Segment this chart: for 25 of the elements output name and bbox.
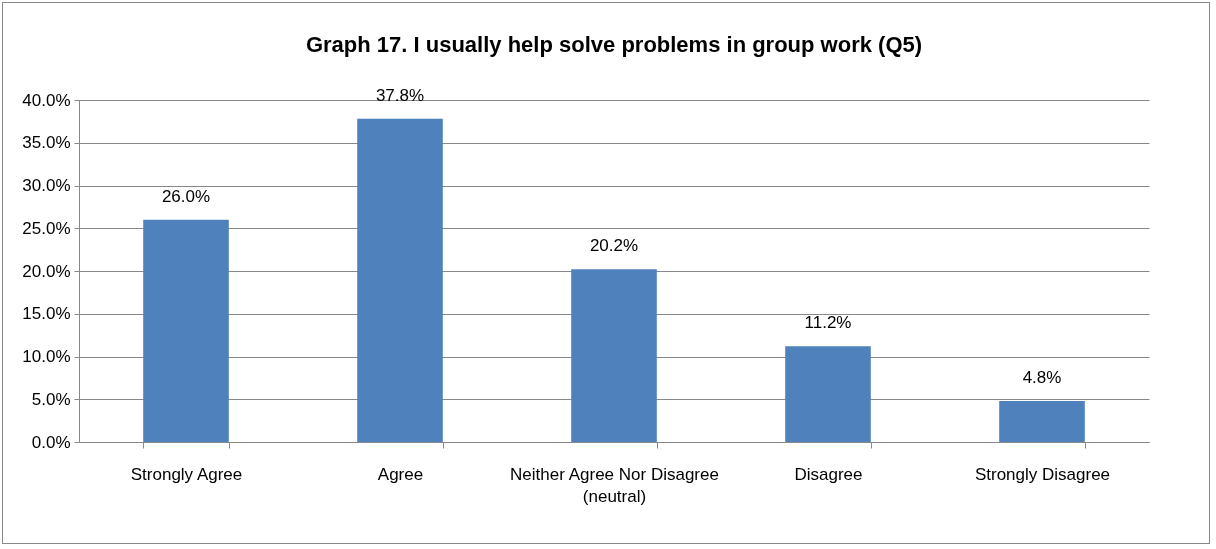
y-tick-label: 20.0%	[22, 261, 71, 281]
data-label: 26.0%	[161, 186, 211, 206]
chart-title: Graph 17. I usually help solve problems in group work (Q5)	[305, 31, 923, 57]
y-tick-label: 15.0%	[22, 304, 71, 324]
bar	[571, 269, 657, 442]
y-tick-label: 10.0%	[22, 347, 71, 366]
x-tick-label: Strongly Agree	[130, 464, 243, 484]
data-label: 4.8%	[1022, 367, 1062, 387]
y-tick-label: 5.0%	[31, 389, 71, 409]
y-tick-label: 40.0%	[22, 90, 71, 110]
x-tick-label: Disagree	[794, 464, 863, 484]
y-tick-label: 25.0%	[22, 218, 71, 238]
y-tick-label: 30.0%	[22, 176, 71, 195]
bar	[357, 118, 443, 442]
data-label: 20.2%	[589, 236, 639, 256]
bar	[999, 400, 1085, 442]
bar	[785, 346, 871, 442]
y-tick-label: 35.0%	[22, 133, 71, 153]
bar	[143, 219, 229, 442]
x-tick-label: Strongly Disagree	[974, 464, 1111, 484]
y-tick-label: 0.0%	[31, 432, 71, 452]
x-tick-label: Agree	[377, 464, 424, 484]
data-label: 37.8%	[375, 85, 425, 105]
data-label: 11.2%	[804, 313, 852, 333]
x-tick-label: Neither Agree Nor Disagree (neutral)	[510, 464, 719, 506]
